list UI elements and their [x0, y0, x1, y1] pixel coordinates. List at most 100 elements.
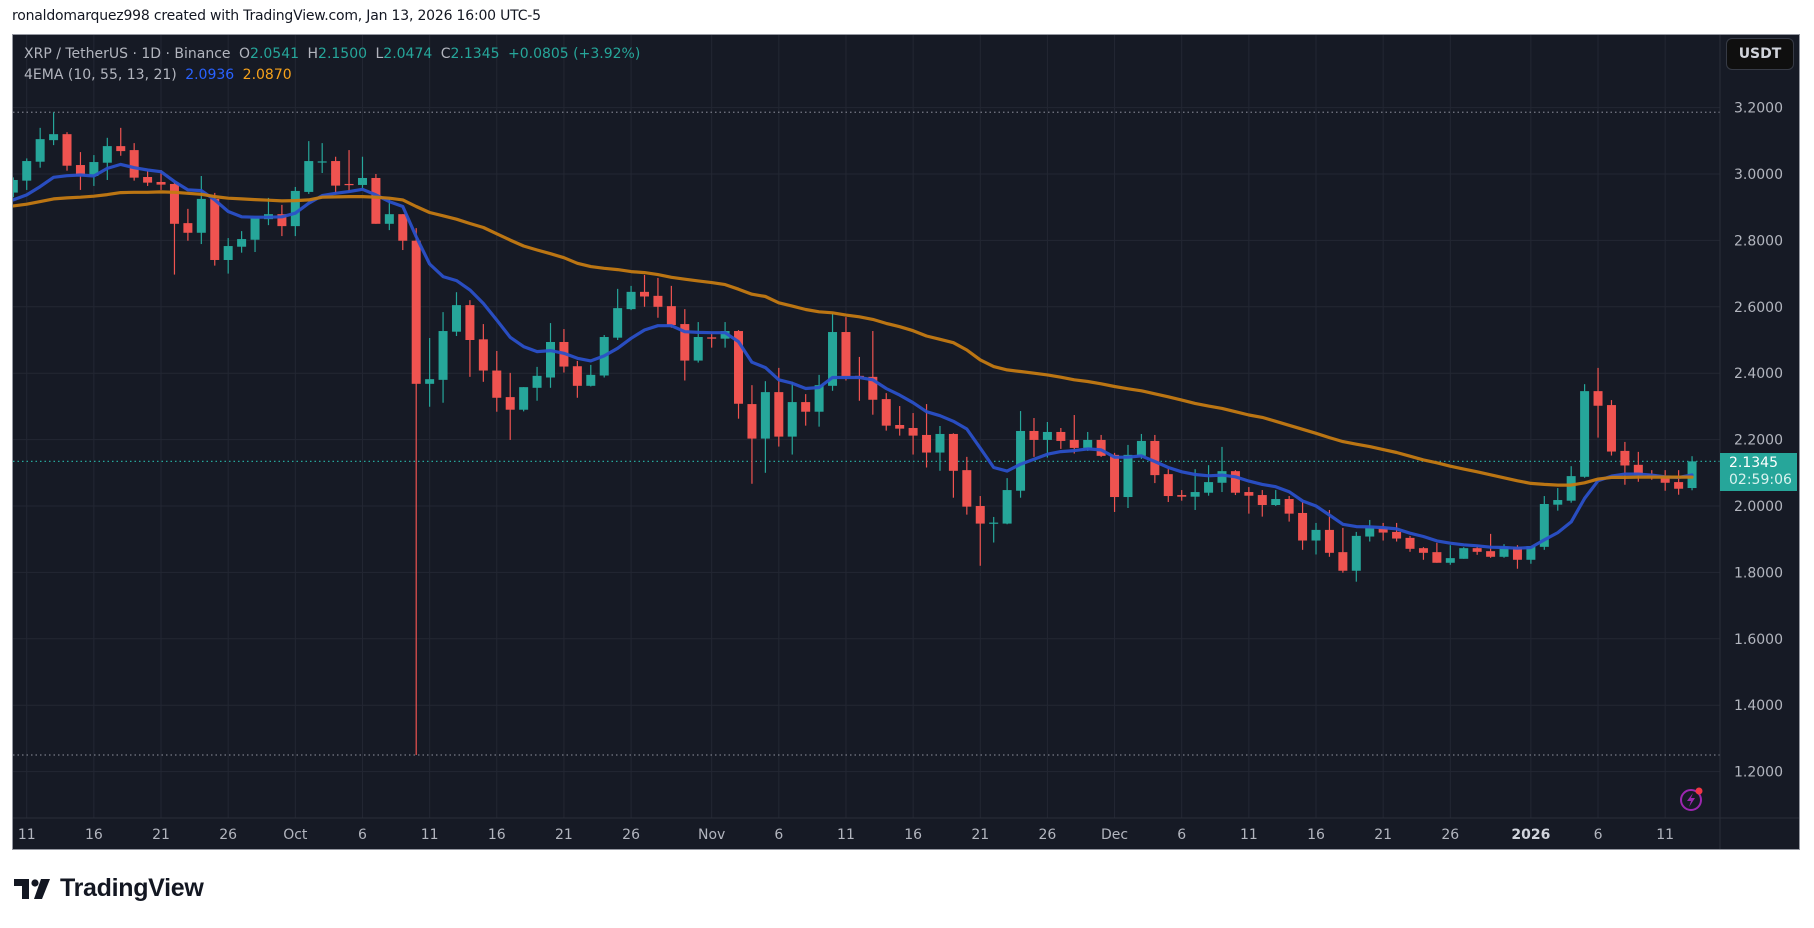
candle-down[interactable] — [1392, 522, 1402, 542]
candle-down[interactable] — [559, 329, 569, 373]
candle-up[interactable] — [237, 231, 247, 253]
candle-down[interactable] — [1418, 547, 1428, 560]
candle-down[interactable] — [492, 350, 502, 412]
candle-down[interactable] — [62, 132, 72, 171]
candle-up[interactable] — [1204, 465, 1214, 496]
candle-up[interactable] — [1445, 545, 1455, 565]
candle-up[interactable] — [1553, 488, 1563, 511]
candle-down[interactable] — [331, 156, 341, 194]
candle-up[interactable] — [1311, 522, 1321, 555]
candle-up[interactable] — [102, 137, 112, 180]
candle-down[interactable] — [478, 324, 488, 382]
candle-down[interactable] — [1432, 542, 1442, 563]
candle-up[interactable] — [196, 175, 206, 245]
candle-down[interactable] — [962, 456, 972, 515]
candle-down[interactable] — [680, 309, 690, 381]
candle-down[interactable] — [75, 152, 85, 190]
candle-up[interactable] — [1002, 478, 1012, 525]
candle-down[interactable] — [1177, 490, 1187, 501]
candle-up[interactable] — [304, 141, 314, 194]
candle-up[interactable] — [586, 364, 596, 387]
candle-up[interactable] — [263, 197, 273, 226]
candle-down[interactable] — [747, 385, 757, 484]
candle-down[interactable] — [1150, 434, 1160, 484]
candle-down[interactable] — [948, 433, 958, 498]
candle-up[interactable] — [317, 143, 327, 174]
candle-down[interactable] — [1405, 535, 1415, 552]
candle-up[interactable] — [1459, 547, 1469, 559]
indicator-name[interactable]: 4EMA (10, 55, 13, 21) — [24, 67, 177, 83]
candle-up[interactable] — [760, 381, 770, 473]
candle-down[interactable] — [908, 413, 918, 455]
candle-down[interactable] — [1298, 502, 1308, 550]
candle-down[interactable] — [640, 274, 650, 307]
candle-down[interactable] — [129, 143, 139, 181]
candle-up[interactable] — [250, 218, 260, 253]
price-axis[interactable]: 3.2000 3.0000 2.8000 2.6000 2.4000 2.2000 2.00… — [1734, 101, 1783, 781]
candle-down[interactable] — [666, 285, 676, 328]
candle-up[interactable] — [1016, 411, 1026, 498]
candle-up[interactable] — [425, 338, 435, 407]
candle-down[interactable] — [881, 393, 891, 431]
candle-down[interactable] — [1378, 522, 1388, 541]
candle-up[interactable] — [787, 381, 797, 455]
candle-up[interactable] — [989, 516, 999, 543]
tradingview-logo[interactable]: TradingView — [14, 874, 204, 903]
candle-up[interactable] — [438, 312, 448, 403]
candle-down[interactable] — [277, 204, 287, 237]
candle-down[interactable] — [1096, 434, 1106, 457]
candle-up[interactable] — [1365, 519, 1375, 542]
candle-down[interactable] — [371, 174, 381, 224]
candle-down[interactable] — [143, 171, 153, 186]
candle-down[interactable] — [1029, 418, 1039, 457]
candle-up[interactable] — [626, 285, 636, 311]
candle-up[interactable] — [720, 322, 730, 348]
candle-down[interactable] — [1338, 527, 1348, 573]
candle-down[interactable] — [1069, 415, 1079, 454]
candle-down[interactable] — [116, 127, 126, 156]
candle-down[interactable] — [707, 332, 717, 348]
candle-up[interactable] — [1042, 422, 1052, 458]
candle-down[interactable] — [1230, 470, 1240, 496]
candle-down[interactable] — [1472, 546, 1482, 555]
candle-down[interactable] — [922, 404, 932, 468]
candle-down[interactable] — [169, 181, 179, 275]
candle-down[interactable] — [975, 496, 985, 566]
candle-down[interactable] — [734, 330, 744, 419]
candle-down[interactable] — [183, 208, 193, 241]
candle-down[interactable] — [210, 192, 220, 266]
candle-down[interactable] — [465, 300, 475, 377]
candle-down[interactable] — [1056, 427, 1066, 449]
candle-down[interactable] — [1593, 367, 1603, 438]
candle-up[interactable] — [1687, 456, 1697, 491]
candle-up[interactable] — [1217, 446, 1227, 493]
candle-up[interactable] — [935, 425, 945, 471]
candle-down[interactable] — [572, 360, 582, 398]
candle-up[interactable] — [9, 177, 18, 198]
candle-up[interactable] — [22, 158, 32, 190]
candle-down[interactable] — [1110, 452, 1120, 512]
candle-down[interactable] — [868, 331, 878, 415]
candle-down[interactable] — [1674, 470, 1684, 495]
candle-down[interactable] — [841, 317, 851, 381]
candle-up[interactable] — [1526, 546, 1536, 564]
candle-down[interactable] — [1606, 400, 1616, 456]
candle-down[interactable] — [398, 214, 408, 251]
currency-button[interactable]: USDT — [1726, 38, 1794, 70]
candle-down[interactable] — [1660, 470, 1670, 491]
candle-up[interactable] — [384, 199, 394, 231]
candle-up[interactable] — [1580, 384, 1590, 478]
candle-down[interactable] — [1257, 490, 1267, 517]
candle-down[interactable] — [1284, 496, 1294, 522]
candle-up[interactable] — [1123, 444, 1133, 508]
candle-down[interactable] — [1324, 509, 1334, 557]
candle-up[interactable] — [223, 238, 233, 274]
candle-down[interactable] — [801, 394, 811, 426]
candle-up[interactable] — [814, 374, 824, 427]
candle-up[interactable] — [49, 112, 59, 146]
candle-up[interactable] — [451, 292, 461, 337]
candle-down[interactable] — [1244, 487, 1254, 514]
candle-up[interactable] — [546, 323, 555, 388]
lightning-icon[interactable] — [1679, 786, 1705, 812]
